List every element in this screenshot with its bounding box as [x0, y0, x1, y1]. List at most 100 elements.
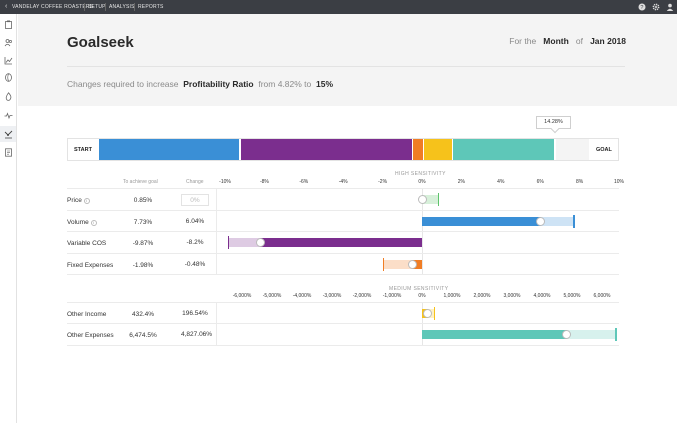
axis-tick-label: -3,000% [322, 293, 342, 299]
column-divider [216, 189, 217, 210]
row-label: Price i [67, 197, 90, 204]
info-icon[interactable]: i [83, 198, 90, 204]
sensitivity-change-bar [260, 238, 422, 247]
column-divider [216, 254, 217, 275]
page-title: Goalseek [67, 34, 134, 51]
high-row-fixed-expenses: Fixed Expenses -1.98% -0.48% [67, 253, 619, 275]
waterfall-segment-variable-cos[interactable] [241, 139, 412, 160]
goal-metric-dropdown[interactable]: Profitability Ratio [183, 79, 254, 89]
axis-tick-label: 6% [536, 179, 544, 185]
sensitivity-change-bar [422, 217, 541, 226]
goal-value: 6,474.5% [129, 332, 157, 339]
axis-tick-label: -6,000% [232, 293, 252, 299]
period-prefix: For the [509, 36, 537, 46]
waterfall-segment-remaining [556, 139, 589, 160]
change-value-input[interactable]: 6.04% [185, 218, 205, 225]
period-of: of [575, 36, 583, 46]
slider-handle[interactable] [423, 309, 433, 318]
goal-target-input[interactable]: 15% [316, 79, 334, 89]
change-value-input[interactable]: 4,827.06% [181, 331, 213, 338]
high-sensitivity-title: HIGH SENSITIVITY [395, 171, 446, 177]
row-label: Variable COS [67, 240, 106, 247]
medium-row-other-expenses: Other Expenses 6,474.5% 4,827.06% [67, 323, 619, 345]
slider-handle[interactable] [408, 260, 418, 269]
svg-text:?: ? [640, 5, 643, 11]
waterfall-segment-other-income[interactable] [424, 139, 452, 160]
axis-tick-label: 0% [418, 179, 426, 185]
slider-handle[interactable] [417, 195, 427, 204]
axis-tick-label: -4% [338, 179, 348, 185]
change-value-input[interactable]: 196.54% [182, 310, 208, 317]
sidebar [0, 14, 17, 423]
axis-tick-label: 1,000% [443, 293, 461, 299]
goal-limit-marker [382, 258, 385, 271]
goal-from: from 4.82% to [258, 79, 312, 89]
goal-description: Changes required to increase Profitabili… [67, 80, 333, 89]
axis-tick-label: 6,000% [593, 293, 611, 299]
goal-limit-marker [573, 215, 575, 228]
goalseek-icon[interactable] [4, 130, 13, 139]
goal-prefix: Changes required to increase [67, 79, 179, 89]
clipboard-icon[interactable] [4, 20, 13, 29]
gear-icon[interactable] [652, 3, 660, 11]
axis-tick-label: -8% [259, 179, 269, 185]
axis-tick-label: 5,000% [563, 293, 581, 299]
axis-tick-label: -6% [299, 179, 309, 185]
axis-tick-label: -4,000% [292, 293, 312, 299]
slider-handle[interactable] [255, 238, 265, 247]
axis-tick-label: 10% [613, 179, 625, 185]
activity-icon[interactable] [4, 111, 13, 120]
column-divider [216, 324, 217, 345]
col-header-change: Change [186, 179, 204, 185]
change-value-input[interactable]: -0.48% [184, 261, 206, 268]
fire-icon[interactable] [4, 92, 13, 101]
change-value-input[interactable]: -8.2% [186, 239, 204, 246]
document-icon[interactable] [4, 148, 13, 157]
waterfall-segment-volume[interactable] [99, 139, 239, 160]
waterfall-segment-other-expenses[interactable] [453, 139, 554, 160]
period-value-dropdown[interactable]: Jan 2018 [590, 36, 626, 46]
chevron-left-icon[interactable]: ‹ [5, 3, 8, 10]
axis-tick-label: 4% [497, 179, 505, 185]
header-divider [67, 66, 625, 67]
row-label: Other Expenses [67, 332, 114, 339]
line-chart-icon[interactable] [4, 56, 13, 65]
waterfall-bar: START GOAL [67, 138, 619, 161]
breadcrumb-setup[interactable]: SETUP [88, 3, 106, 10]
goal-value: -9.87% [132, 240, 154, 247]
info-icon[interactable]: i [90, 220, 97, 226]
people-icon[interactable] [4, 38, 13, 47]
medium-row-other-income: Other Income 432.4% 196.54% [67, 302, 619, 324]
col-header-goal: To achieve goal [123, 179, 158, 185]
row-label-text: Variable COS [67, 240, 107, 247]
coffee-bean-icon[interactable] [4, 73, 13, 82]
zero-line [422, 254, 423, 275]
axis-tick-label: -2,000% [352, 293, 372, 299]
change-value-input[interactable]: 0% [181, 194, 209, 206]
axis-tick-label: -1,000% [382, 293, 402, 299]
table-bottom-border [67, 345, 619, 346]
goal-value: 432.4% [131, 311, 155, 318]
waterfall-segment-fixed-expenses[interactable] [413, 139, 423, 160]
high-row-price: Price i 0.85% 0% [67, 188, 619, 210]
page-header [18, 14, 677, 106]
period-unit-dropdown[interactable]: Month [543, 36, 569, 46]
axis-tick-label: 8% [575, 179, 584, 185]
period-selector: For the Month of Jan 2018 [509, 37, 626, 46]
row-label-text: Other Income [67, 311, 107, 318]
slider-handle[interactable] [562, 330, 572, 339]
column-divider [216, 232, 217, 253]
slider-handle[interactable] [536, 217, 546, 226]
column-divider [216, 211, 217, 232]
breadcrumb-divider [105, 3, 106, 11]
user-icon[interactable] [666, 3, 674, 11]
help-icon[interactable]: ? [638, 3, 646, 11]
medium-sensitivity-title: MEDIUM SENSITIVITY [389, 286, 449, 292]
axis-tick-label: 4,000% [533, 293, 551, 299]
table-bottom-border [67, 274, 619, 275]
high-row-variable-cos: Variable COS -9.87% -8.2% [67, 231, 619, 253]
breadcrumb-analysis[interactable]: ANALYSIS [109, 3, 135, 10]
goal-limit-marker [227, 236, 230, 249]
breadcrumb-reports[interactable]: REPORTS [138, 3, 164, 10]
breadcrumb-company[interactable]: VANDELAY COFFEE ROASTERS [12, 3, 94, 10]
